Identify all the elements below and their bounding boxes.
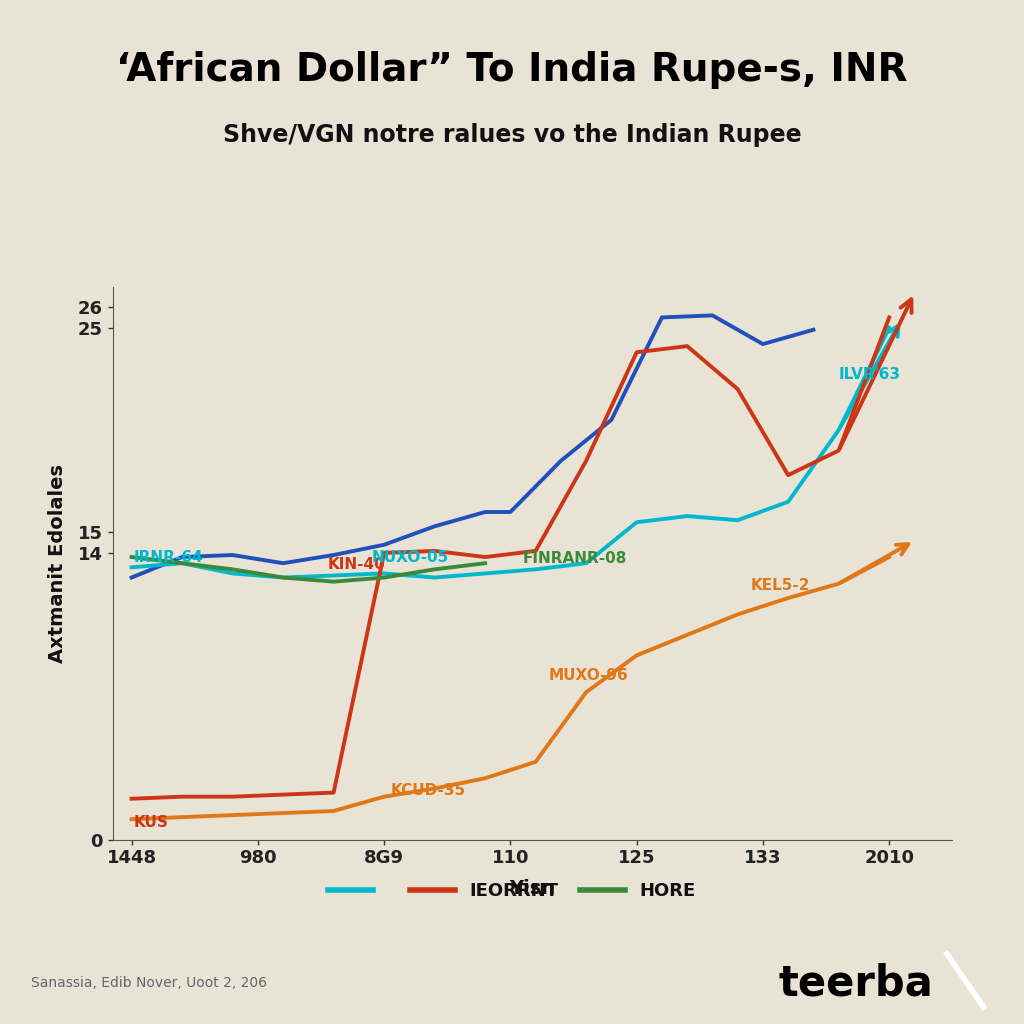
Text: KCUD-35: KCUD-35 <box>390 782 466 798</box>
Text: KUS: KUS <box>134 815 169 830</box>
Text: KEL5-2: KEL5-2 <box>751 578 810 593</box>
X-axis label: Yisn: Yisn <box>509 879 556 897</box>
Y-axis label: Axtmanit Edolales: Axtmanit Edolales <box>48 464 67 663</box>
Text: teerba: teerba <box>778 962 933 1005</box>
Text: Sanassia, Edib Nover, Uoot 2, 206: Sanassia, Edib Nover, Uoot 2, 206 <box>31 976 266 990</box>
Text: Shve/VGN notre ralues vo the Indian Rupee: Shve/VGN notre ralues vo the Indian Rupe… <box>222 123 802 146</box>
Legend: , IEORRNT, HORE: , IEORRNT, HORE <box>322 874 702 907</box>
Text: IRNR-64: IRNR-64 <box>134 550 204 565</box>
Text: ‘African Dollar” To India Rupe-s, INR: ‘African Dollar” To India Rupe-s, INR <box>117 51 907 89</box>
Text: ILVR‵63: ILVR‵63 <box>839 367 901 382</box>
Text: MUXO-96: MUXO-96 <box>548 668 628 683</box>
Text: KIN-40: KIN-40 <box>328 557 385 572</box>
Text: NUXO-05: NUXO-05 <box>372 550 449 565</box>
Text: FINRANR-08: FINRANR-08 <box>523 551 628 566</box>
